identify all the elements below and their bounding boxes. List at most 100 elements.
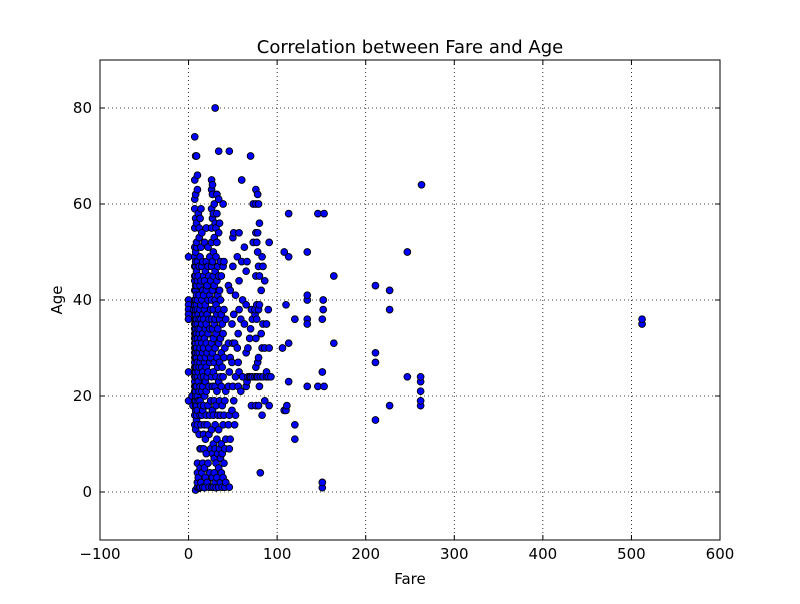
scatter-point <box>291 435 299 444</box>
scatter-point <box>284 377 293 386</box>
scatter-point <box>329 339 338 348</box>
scatter-point <box>284 339 293 348</box>
scatter-point <box>236 387 245 396</box>
scatter-point <box>403 372 412 381</box>
scatter-point <box>329 272 338 280</box>
axis-ticks: −100 0 100 200 300 400 500 600 0 20 40 60 80 <box>73 60 734 563</box>
scatter-point <box>265 344 274 352</box>
scatter-point <box>265 401 274 410</box>
x-tick-label: 400 <box>529 545 558 563</box>
x-tick-label: 0 <box>184 545 194 563</box>
x-tick-label: 300 <box>440 545 469 563</box>
scatter-point <box>257 286 266 295</box>
x-tick-label: 200 <box>351 545 380 563</box>
scatter-point <box>219 372 227 381</box>
scatter-point <box>240 243 249 252</box>
scatter-point <box>196 214 204 223</box>
scatter-point <box>246 152 255 160</box>
scatter-point <box>225 444 234 453</box>
scatter-point <box>246 324 255 333</box>
scatter-point <box>214 425 223 434</box>
y-tick-label: 0 <box>82 483 92 501</box>
scatter-point <box>235 228 243 237</box>
scatter-point <box>303 291 312 300</box>
scatter-point <box>255 300 264 309</box>
scatter-point <box>235 276 243 285</box>
scatter-point <box>210 200 219 208</box>
scatter-point <box>256 468 265 477</box>
scatter-point <box>278 344 287 352</box>
scatter-point <box>198 228 206 237</box>
x-axis-label: Fare <box>394 570 426 588</box>
scatter-point <box>291 420 299 429</box>
x-tick-label: 600 <box>706 545 735 563</box>
scatter-point <box>252 315 261 324</box>
scatter-point <box>416 396 425 405</box>
scatter-point <box>226 286 235 295</box>
scatter-point <box>371 348 380 357</box>
y-tick-label: 40 <box>73 291 92 309</box>
grid-lines <box>100 60 720 540</box>
scatter-point <box>417 180 426 189</box>
scatter-point <box>303 248 312 256</box>
chart-title: Correlation between Fare and Age <box>257 37 563 58</box>
scatter-point <box>237 176 246 184</box>
scatter-point <box>193 185 202 194</box>
scatter-point <box>255 382 264 391</box>
scatter-point <box>262 320 271 328</box>
scatter-point <box>303 320 312 328</box>
scatter-point <box>280 248 289 256</box>
scatter-point <box>320 209 328 218</box>
scatter-point <box>240 320 249 328</box>
scatter-point <box>318 315 327 324</box>
scatter-point <box>211 104 219 112</box>
scatter-point <box>213 324 222 333</box>
scatter-point <box>233 344 242 352</box>
scatter-point <box>233 252 242 261</box>
scatter-point <box>221 315 230 324</box>
scatter-point <box>208 180 217 189</box>
scatter-point <box>260 396 269 405</box>
scatter-point <box>318 368 327 376</box>
scatter-point <box>231 411 240 420</box>
scatter-point <box>258 411 266 420</box>
scatter-point <box>253 228 262 237</box>
scatter-point <box>235 305 243 314</box>
scatter-point <box>638 315 646 324</box>
scatter-point <box>217 272 226 280</box>
scatter-point <box>252 334 260 343</box>
scatter-point <box>228 320 236 328</box>
scatter-point <box>231 291 240 300</box>
scatter-point <box>219 200 227 208</box>
scatter-point <box>416 372 425 381</box>
scatter-point <box>254 200 263 208</box>
scatter-point <box>229 262 237 271</box>
scatter-point <box>385 305 394 314</box>
scatter-point <box>213 435 221 444</box>
scatter-point <box>252 238 261 247</box>
scatter-point <box>216 296 225 304</box>
scatter-point <box>291 315 299 324</box>
scatter-point <box>267 372 275 381</box>
scatter-point <box>242 267 250 276</box>
scatter-point <box>197 204 205 213</box>
scatter-point <box>319 296 328 304</box>
scatter-point <box>283 401 291 410</box>
scatter-point <box>318 478 327 487</box>
y-axis-label: Age <box>48 285 66 314</box>
scatter-point <box>244 344 252 352</box>
scatter-point <box>253 248 262 256</box>
x-tick-label: 500 <box>617 545 646 563</box>
scatter-point <box>255 272 264 280</box>
scatter-point <box>257 329 266 338</box>
scatter-point <box>234 358 243 367</box>
scatter-point <box>229 310 238 319</box>
scatter-point <box>229 396 238 405</box>
scatter-point <box>213 209 221 218</box>
scatter-point <box>219 329 227 338</box>
scatter-point <box>284 252 293 261</box>
scatter-point <box>416 387 425 396</box>
scatter-point <box>234 329 243 338</box>
